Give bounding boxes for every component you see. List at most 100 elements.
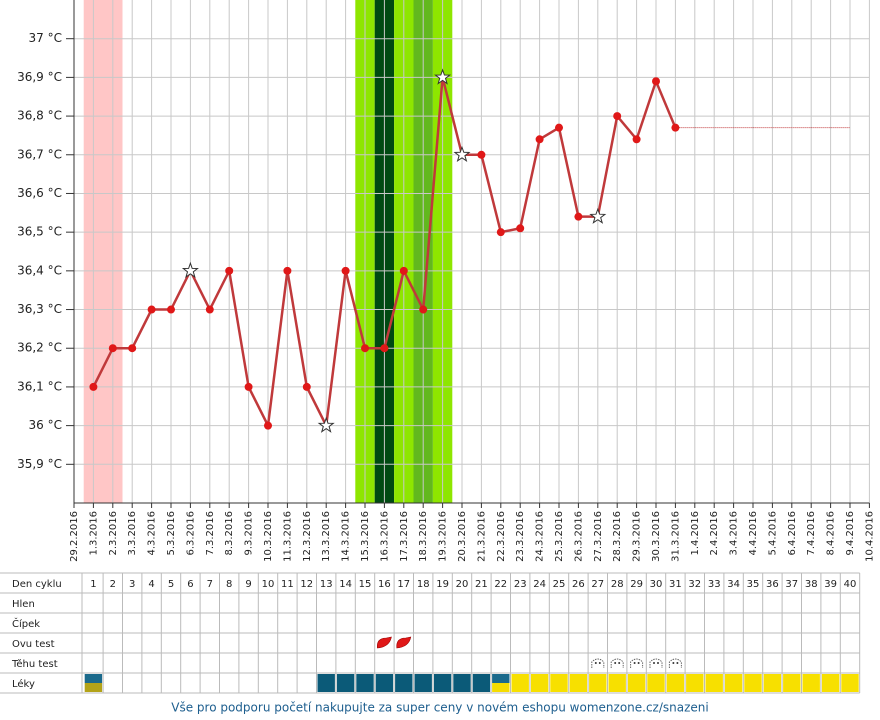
point — [574, 212, 583, 221]
leky-cell — [608, 674, 626, 692]
x-tick-label: 8.3.2016 — [224, 511, 235, 556]
cycle-day: 36 — [766, 579, 779, 590]
x-tick-label: 7.4.2016 — [806, 511, 817, 556]
band — [83, 0, 123, 503]
row-label: Hlen — [12, 599, 35, 610]
leky-cell — [569, 674, 588, 692]
leky-cell — [414, 674, 432, 692]
x-tick-label: 21.3.2016 — [476, 511, 487, 562]
point — [361, 344, 369, 353]
x-tick-label: 13.3.2016 — [321, 511, 332, 562]
x-tick-label: 6.4.2016 — [787, 511, 798, 556]
point — [244, 382, 253, 391]
leky-cell — [84, 683, 103, 692]
point — [671, 123, 680, 132]
x-tick-label: 25.3.2016 — [554, 511, 565, 562]
x-tick-label: 1.3.2016 — [88, 511, 99, 556]
cycle-day: 14 — [339, 579, 352, 590]
point — [283, 266, 292, 275]
x-tick-label: 10.3.2016 — [263, 511, 274, 562]
cycle-day: 5 — [168, 579, 174, 590]
cycle-day: 24 — [533, 579, 546, 590]
leky-cell — [336, 674, 355, 692]
x-tick-label: 2.4.2016 — [709, 511, 720, 556]
point — [380, 344, 389, 353]
leky-cell — [686, 674, 704, 692]
star-point — [434, 68, 452, 85]
cycle-day: 30 — [650, 579, 663, 590]
x-tick-label: 8.4.2016 — [826, 511, 837, 556]
point — [302, 382, 311, 391]
point — [264, 421, 272, 430]
ovu-test-icon — [396, 636, 412, 649]
x-tick-label: 26.3.2016 — [573, 511, 584, 562]
leky-cell — [395, 674, 413, 692]
point — [205, 305, 214, 314]
y-tick-label: 36,7 °C — [17, 147, 62, 161]
x-tick-label: 18.3.2016 — [418, 511, 429, 562]
tehu-test-icon — [610, 658, 624, 668]
cycle-day: 8 — [226, 579, 232, 590]
cycle-day: 25 — [553, 579, 566, 590]
x-tick-label: 5.4.2016 — [767, 511, 778, 556]
leky-cell — [821, 674, 840, 692]
x-tick-label: 17.3.2016 — [399, 511, 410, 562]
x-tick-label: 30.3.2016 — [651, 511, 662, 562]
footer-link[interactable]: Vše pro podporu početí nakupujte za supe… — [171, 701, 708, 715]
point — [652, 77, 660, 86]
cycle-day: 21 — [475, 579, 488, 590]
cycle-day: 37 — [785, 579, 798, 590]
tehu-test-icon — [668, 658, 682, 668]
point — [535, 135, 544, 144]
y-tick-label: 37 °C — [29, 31, 62, 45]
tehu-test-dot — [598, 662, 601, 664]
x-tick-label: 31.3.2016 — [670, 511, 681, 562]
x-tick-label: 6.3.2016 — [185, 511, 196, 556]
x-tick-label: 28.3.2016 — [612, 511, 623, 562]
star-point — [589, 207, 607, 224]
y-tick-label: 35,9 °C — [17, 457, 62, 471]
cycle-day: 4 — [148, 579, 154, 590]
cycle-day: 31 — [669, 579, 682, 590]
point — [341, 266, 350, 275]
star-point — [317, 416, 335, 433]
point — [147, 305, 156, 314]
y-tick-label: 36,3 °C — [17, 302, 62, 316]
cycle-day: 19 — [436, 579, 449, 590]
tehu-test-icon — [591, 658, 605, 668]
y-tick-label: 36 °C — [29, 418, 62, 432]
x-tick-label: 3.3.2016 — [127, 511, 138, 556]
cycle-day: 38 — [805, 579, 818, 590]
leky-cell — [763, 674, 782, 692]
leky-cell — [356, 674, 374, 692]
row-label: Ovu test — [12, 639, 55, 650]
leky-cell — [492, 674, 510, 683]
cycle-day: 18 — [417, 579, 430, 590]
point — [128, 344, 137, 353]
point — [496, 228, 505, 237]
point — [108, 344, 117, 353]
point — [555, 123, 563, 132]
cycle-day: 17 — [397, 579, 410, 590]
cycle-day: 35 — [747, 579, 760, 590]
point — [477, 150, 486, 159]
leky-cell — [627, 674, 646, 692]
ovu-test-icon — [377, 636, 392, 649]
tehu-test-dot — [637, 662, 640, 664]
leky-cell — [647, 674, 665, 692]
y-tick-label: 36,2 °C — [17, 341, 62, 355]
cycle-day: 20 — [456, 579, 469, 590]
x-tick-label: 23.3.2016 — [515, 511, 526, 562]
x-tick-label: 9.3.2016 — [244, 511, 255, 556]
x-tick-label: 2.3.2016 — [108, 511, 119, 556]
leky-cell — [589, 674, 607, 692]
x-tick-label: 19.3.2016 — [438, 511, 449, 562]
y-tick-label: 36,9 °C — [17, 70, 62, 84]
cycle-day: 15 — [359, 579, 372, 590]
leky-cell — [705, 674, 723, 692]
tehu-test-dot — [633, 662, 636, 664]
leky-cell — [724, 674, 743, 692]
point — [613, 112, 622, 121]
cycle-day: 39 — [824, 579, 837, 590]
